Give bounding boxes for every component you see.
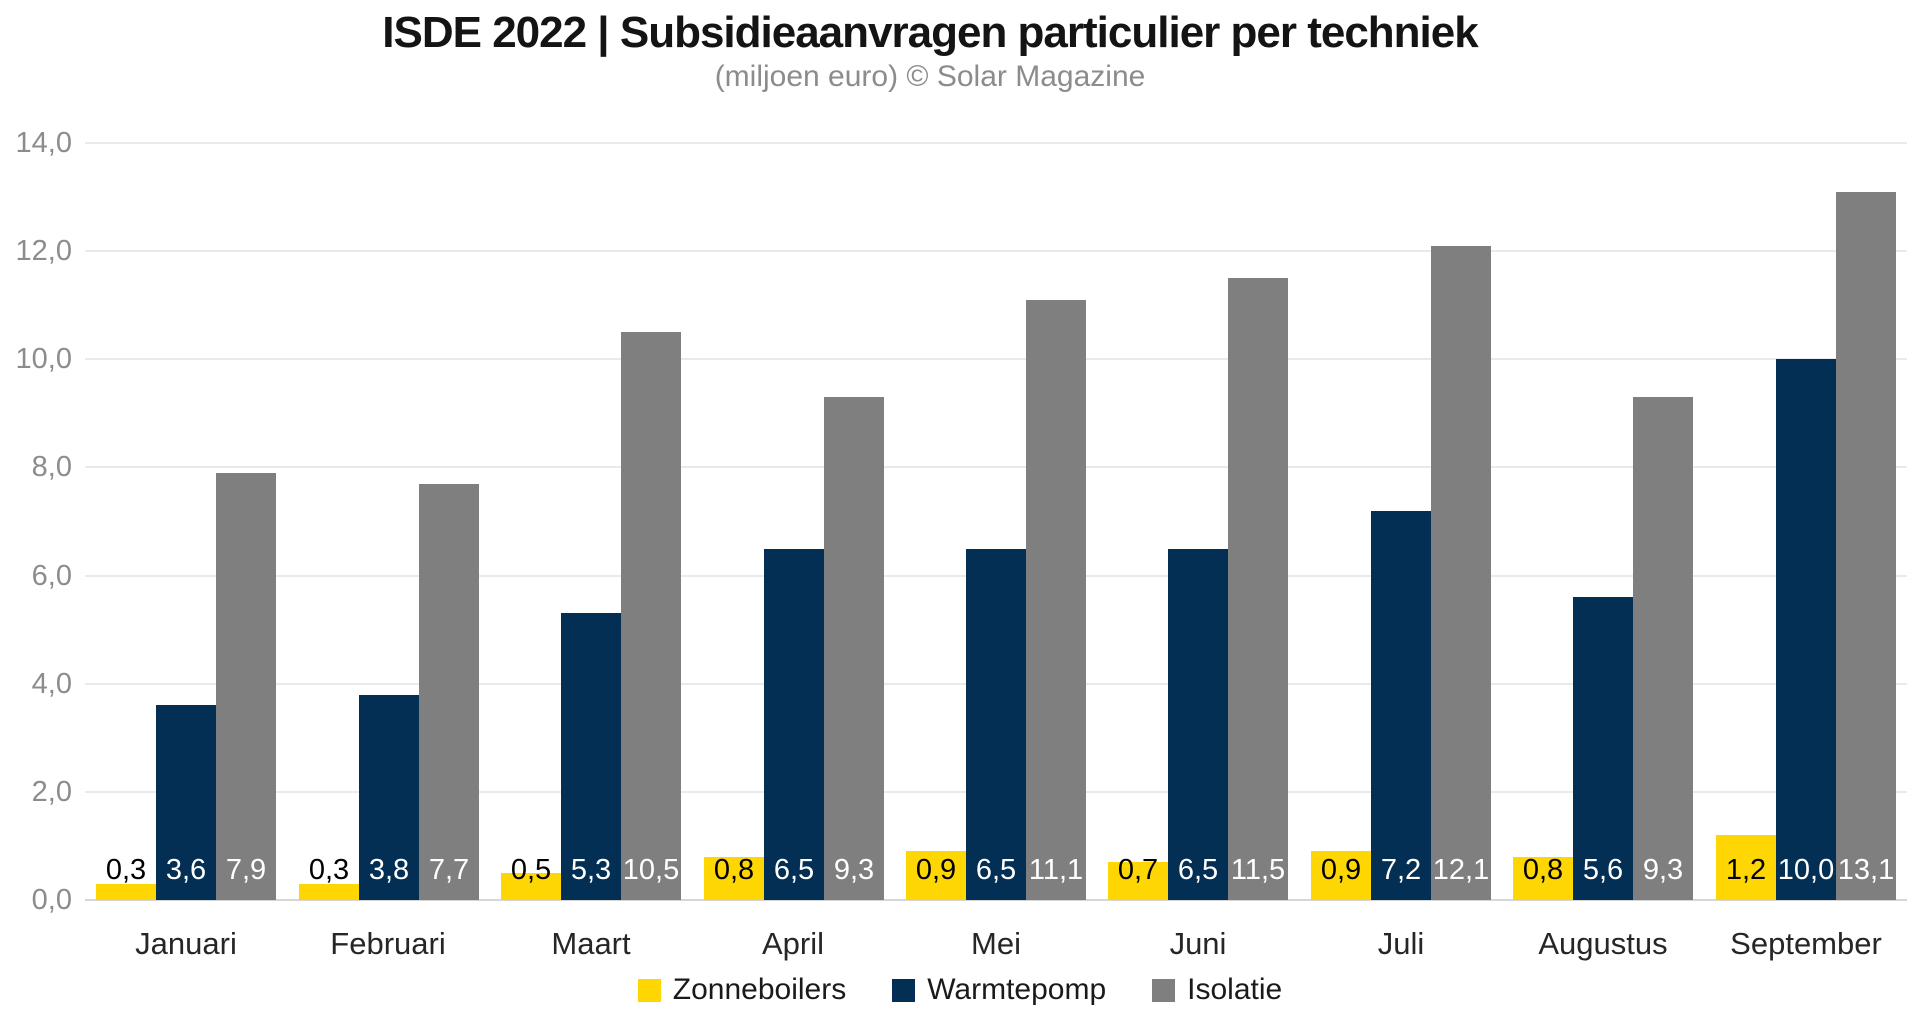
legend-label: Warmtepomp: [927, 973, 1107, 1006]
y-axis-tick-label: 0,0: [31, 884, 72, 916]
bar-zonneboilers-september: [1716, 835, 1776, 900]
bar-warmtepomp-april: [764, 549, 824, 900]
bar-warmtepomp-augustus: [1573, 597, 1633, 900]
x-axis-label-januari: Januari: [135, 926, 237, 961]
bar-isolatie-september: [1836, 192, 1896, 900]
y-axis-tick-label: 4,0: [31, 667, 72, 700]
y-axis-tick-label: 2,0: [31, 775, 72, 808]
legend-swatch-warmtepomp: [892, 978, 916, 1002]
bar-warmtepomp-februari: [359, 695, 419, 900]
bar-zonneboilers-april: [704, 857, 764, 900]
bar-value-label: 7,7: [428, 854, 470, 886]
x-axis-label-mei: Mei: [971, 926, 1021, 961]
x-axis-label-september: September: [1730, 926, 1882, 961]
bar-value-label: 13,1: [1837, 854, 1895, 886]
bar-value-label: 11,1: [1028, 854, 1084, 886]
bar-zonneboilers-januari: [96, 884, 156, 900]
legend: Zonneboilers Warmtepomp Isolatie: [0, 968, 1920, 1012]
bar-warmtepomp-mei: [966, 549, 1026, 900]
bar-zonneboilers-juni: [1108, 862, 1168, 900]
bar-value-label: 6,5: [773, 854, 815, 886]
bar-value-label: 0,7: [1117, 854, 1159, 886]
bar-isolatie-augustus: [1633, 397, 1693, 900]
bar-isolatie-juni: [1228, 278, 1288, 900]
bar-isolatie-januari: [216, 473, 276, 900]
bar-warmtepomp-maart: [561, 613, 621, 900]
bar-warmtepomp-juli: [1371, 511, 1431, 900]
legend-label: Zonneboilers: [672, 973, 847, 1006]
bar-value-label: 5,6: [1582, 854, 1624, 886]
bar-warmtepomp-januari: [156, 705, 216, 900]
bar-value-label: 11,5: [1230, 854, 1286, 886]
bar-value-label: 10,0: [1777, 854, 1835, 886]
chart-subtitle: (miljoen euro) © Solar Magazine: [714, 60, 1146, 93]
bar-value-label: 9,3: [833, 854, 875, 886]
bar-isolatie-februari: [419, 484, 479, 900]
bar-isolatie-april: [824, 397, 884, 900]
bar-value-label: 0,3: [308, 854, 350, 886]
x-axis-label-juni: Juni: [1169, 926, 1227, 961]
x-axis-label-maart: Maart: [551, 926, 631, 961]
x-axis-label-juli: Juli: [1377, 926, 1425, 961]
bar-value-label: 6,5: [1177, 854, 1219, 886]
gridline: [85, 142, 1907, 144]
bar-value-label: 3,6: [165, 854, 207, 886]
bar-value-label: 10,5: [622, 854, 680, 886]
y-axis-tick-label: 12,0: [15, 235, 72, 268]
x-axis-label-april: April: [761, 926, 824, 961]
bar-warmtepomp-september: [1776, 359, 1836, 900]
bar-zonneboilers-juli: [1311, 851, 1371, 900]
gridline: [85, 466, 1907, 469]
legend-swatch-isolatie: [1152, 978, 1176, 1002]
bar-value-label: 12,1: [1432, 854, 1490, 886]
bar-zonneboilers-augustus: [1513, 857, 1573, 900]
gridline: [85, 250, 1907, 253]
y-axis-tick-label: 14,0: [15, 127, 72, 159]
bar-zonneboilers-maart: [501, 873, 561, 900]
bar-value-label: 6,5: [975, 854, 1017, 886]
legend-item-zonneboilers: Zonneboilers: [637, 973, 847, 1007]
bar-value-label: 7,9: [225, 854, 267, 886]
bar-isolatie-maart: [621, 332, 681, 900]
x-axis-line: [85, 899, 1907, 901]
bar-isolatie-juli: [1431, 246, 1491, 900]
x-axis-label-augustus: Augustus: [1538, 926, 1668, 961]
bar-value-label: 0,9: [915, 854, 957, 886]
bar-value-label: 5,3: [570, 854, 612, 886]
y-axis-tick-label: 10,0: [15, 343, 72, 376]
legend-label: Isolatie: [1187, 973, 1283, 1006]
bar-isolatie-mei: [1026, 300, 1086, 900]
gridline: [85, 358, 1907, 361]
bar-zonneboilers-februari: [299, 884, 359, 900]
bar-value-label: 0,9: [1320, 854, 1362, 886]
chart-title: ISDE 2022 | Subsidieaanvragen particulie…: [382, 8, 1478, 57]
legend-swatch-zonneboilers: [637, 978, 661, 1002]
bar-value-label: 0,3: [105, 854, 147, 886]
bar-value-label: 0,8: [713, 854, 755, 886]
bar-value-label: 7,2: [1380, 854, 1422, 886]
bar-zonneboilers-mei: [906, 851, 966, 900]
y-axis-tick-label: 6,0: [31, 559, 72, 592]
bar-value-label: 9,3: [1642, 854, 1684, 886]
y-axis-tick-label: 8,0: [31, 451, 72, 484]
bar-value-label: 0,8: [1522, 854, 1564, 886]
legend-item-isolatie: Isolatie: [1152, 973, 1282, 1007]
legend-item-warmtepomp: Warmtepomp: [892, 973, 1106, 1007]
bar-warmtepomp-juni: [1168, 549, 1228, 900]
bar-value-label: 1,2: [1725, 854, 1767, 886]
bar-value-label: 0,5: [510, 854, 552, 886]
x-axis-label-februari: Februari: [330, 926, 446, 961]
bar-value-label: 3,8: [368, 854, 410, 886]
